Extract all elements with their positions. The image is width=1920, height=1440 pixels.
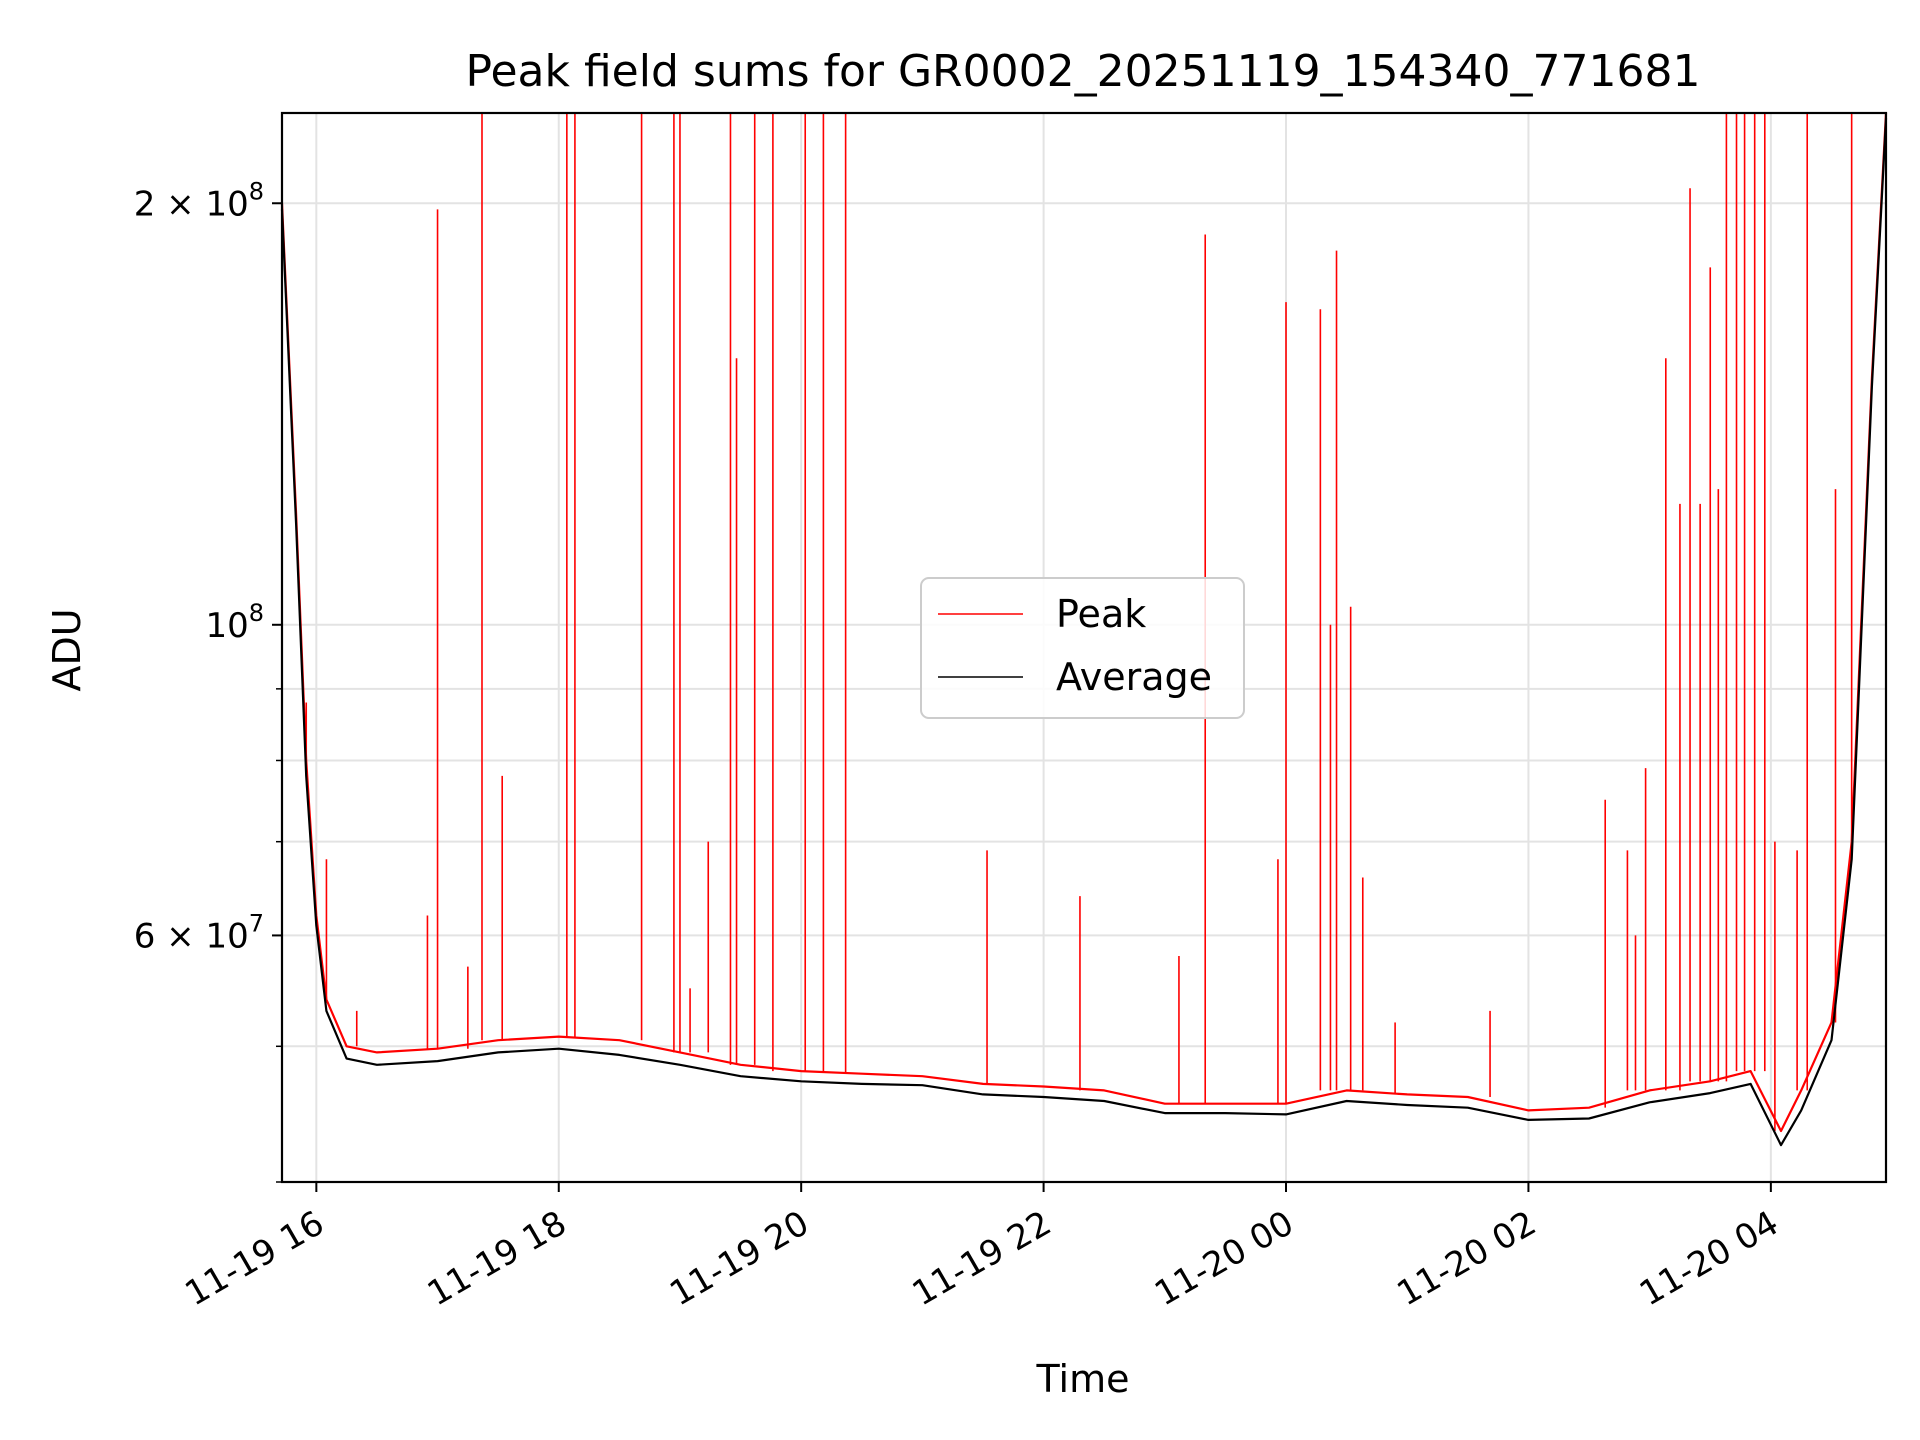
x-axis-label: Time bbox=[1036, 1357, 1130, 1401]
legend-peak-label: Peak bbox=[1056, 592, 1146, 636]
y-tick-label: 2 × 108 bbox=[134, 177, 264, 224]
peak-series bbox=[280, 112, 1888, 1133]
plot-frame bbox=[280, 111, 1888, 1184]
legend: Peak Average bbox=[920, 577, 1245, 719]
chart-title: Peak field sums for GR0002_20251119_1543… bbox=[466, 46, 1701, 97]
y-axis-label: ADU bbox=[45, 608, 89, 691]
average-line bbox=[280, 118, 1888, 1147]
y-tick-label: 6 × 107 bbox=[134, 909, 264, 956]
average-series bbox=[280, 118, 1888, 1147]
legend-average-label: Average bbox=[1056, 655, 1212, 699]
legend-box bbox=[920, 577, 1245, 719]
peak-line bbox=[280, 112, 1888, 1133]
